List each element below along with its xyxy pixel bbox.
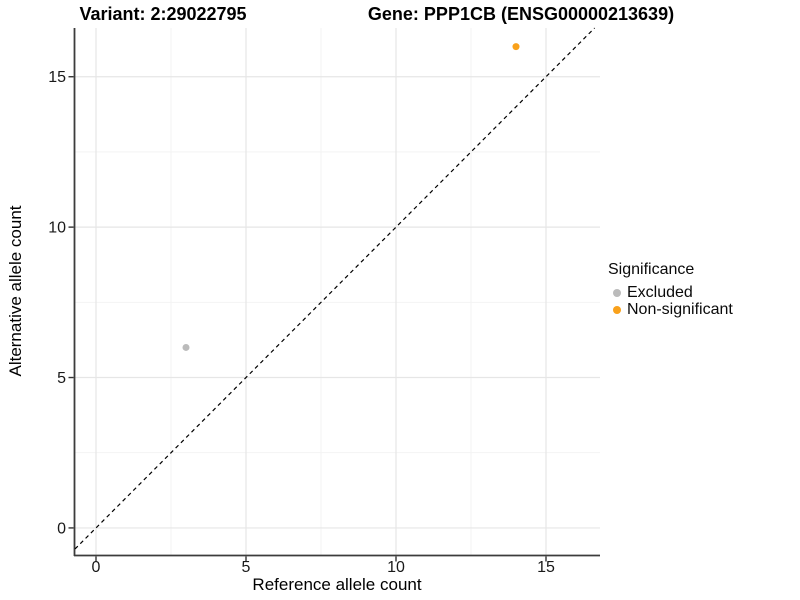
legend: Significance Excluded Non-significant	[608, 261, 733, 318]
legend-dot-icon	[613, 288, 621, 297]
y-tick-label: 10	[48, 220, 66, 237]
legend-title: Significance	[608, 261, 695, 278]
y-axis-title: Alternative allele count	[6, 205, 25, 377]
x-tick-label: 5	[242, 559, 251, 576]
identity-line	[74, 27, 596, 550]
y-tick-label: 5	[57, 370, 66, 387]
plot-title-variant: Variant: 2:29022795	[79, 4, 247, 24]
legend-item-label: Excluded	[627, 283, 693, 301]
x-tick-label: 15	[537, 559, 555, 576]
legend-item-excluded: Excluded	[608, 284, 733, 301]
y-tick-label: 15	[48, 69, 66, 86]
legend-item-non-significant: Non-significant	[608, 301, 733, 318]
x-axis-title: Reference allele count	[252, 575, 422, 594]
x-tick-label: 0	[92, 559, 101, 576]
data-point-non-significant	[512, 43, 520, 51]
x-tick-label: 10	[387, 559, 405, 576]
y-tick-label: 0	[57, 520, 66, 537]
plot-title-gene: Gene: PPP1CB (ENSG00000213639)	[367, 4, 675, 24]
legend-item-label: Non-significant	[627, 300, 733, 318]
data-point-excluded	[182, 343, 190, 351]
legend-dot-icon	[613, 305, 621, 314]
legend-items: Excluded Non-significant	[608, 284, 733, 318]
